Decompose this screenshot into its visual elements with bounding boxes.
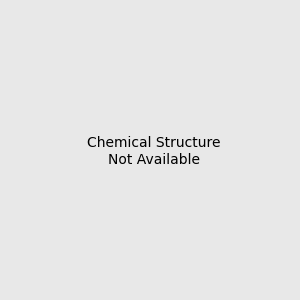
Text: Chemical Structure
Not Available: Chemical Structure Not Available [87,136,220,166]
